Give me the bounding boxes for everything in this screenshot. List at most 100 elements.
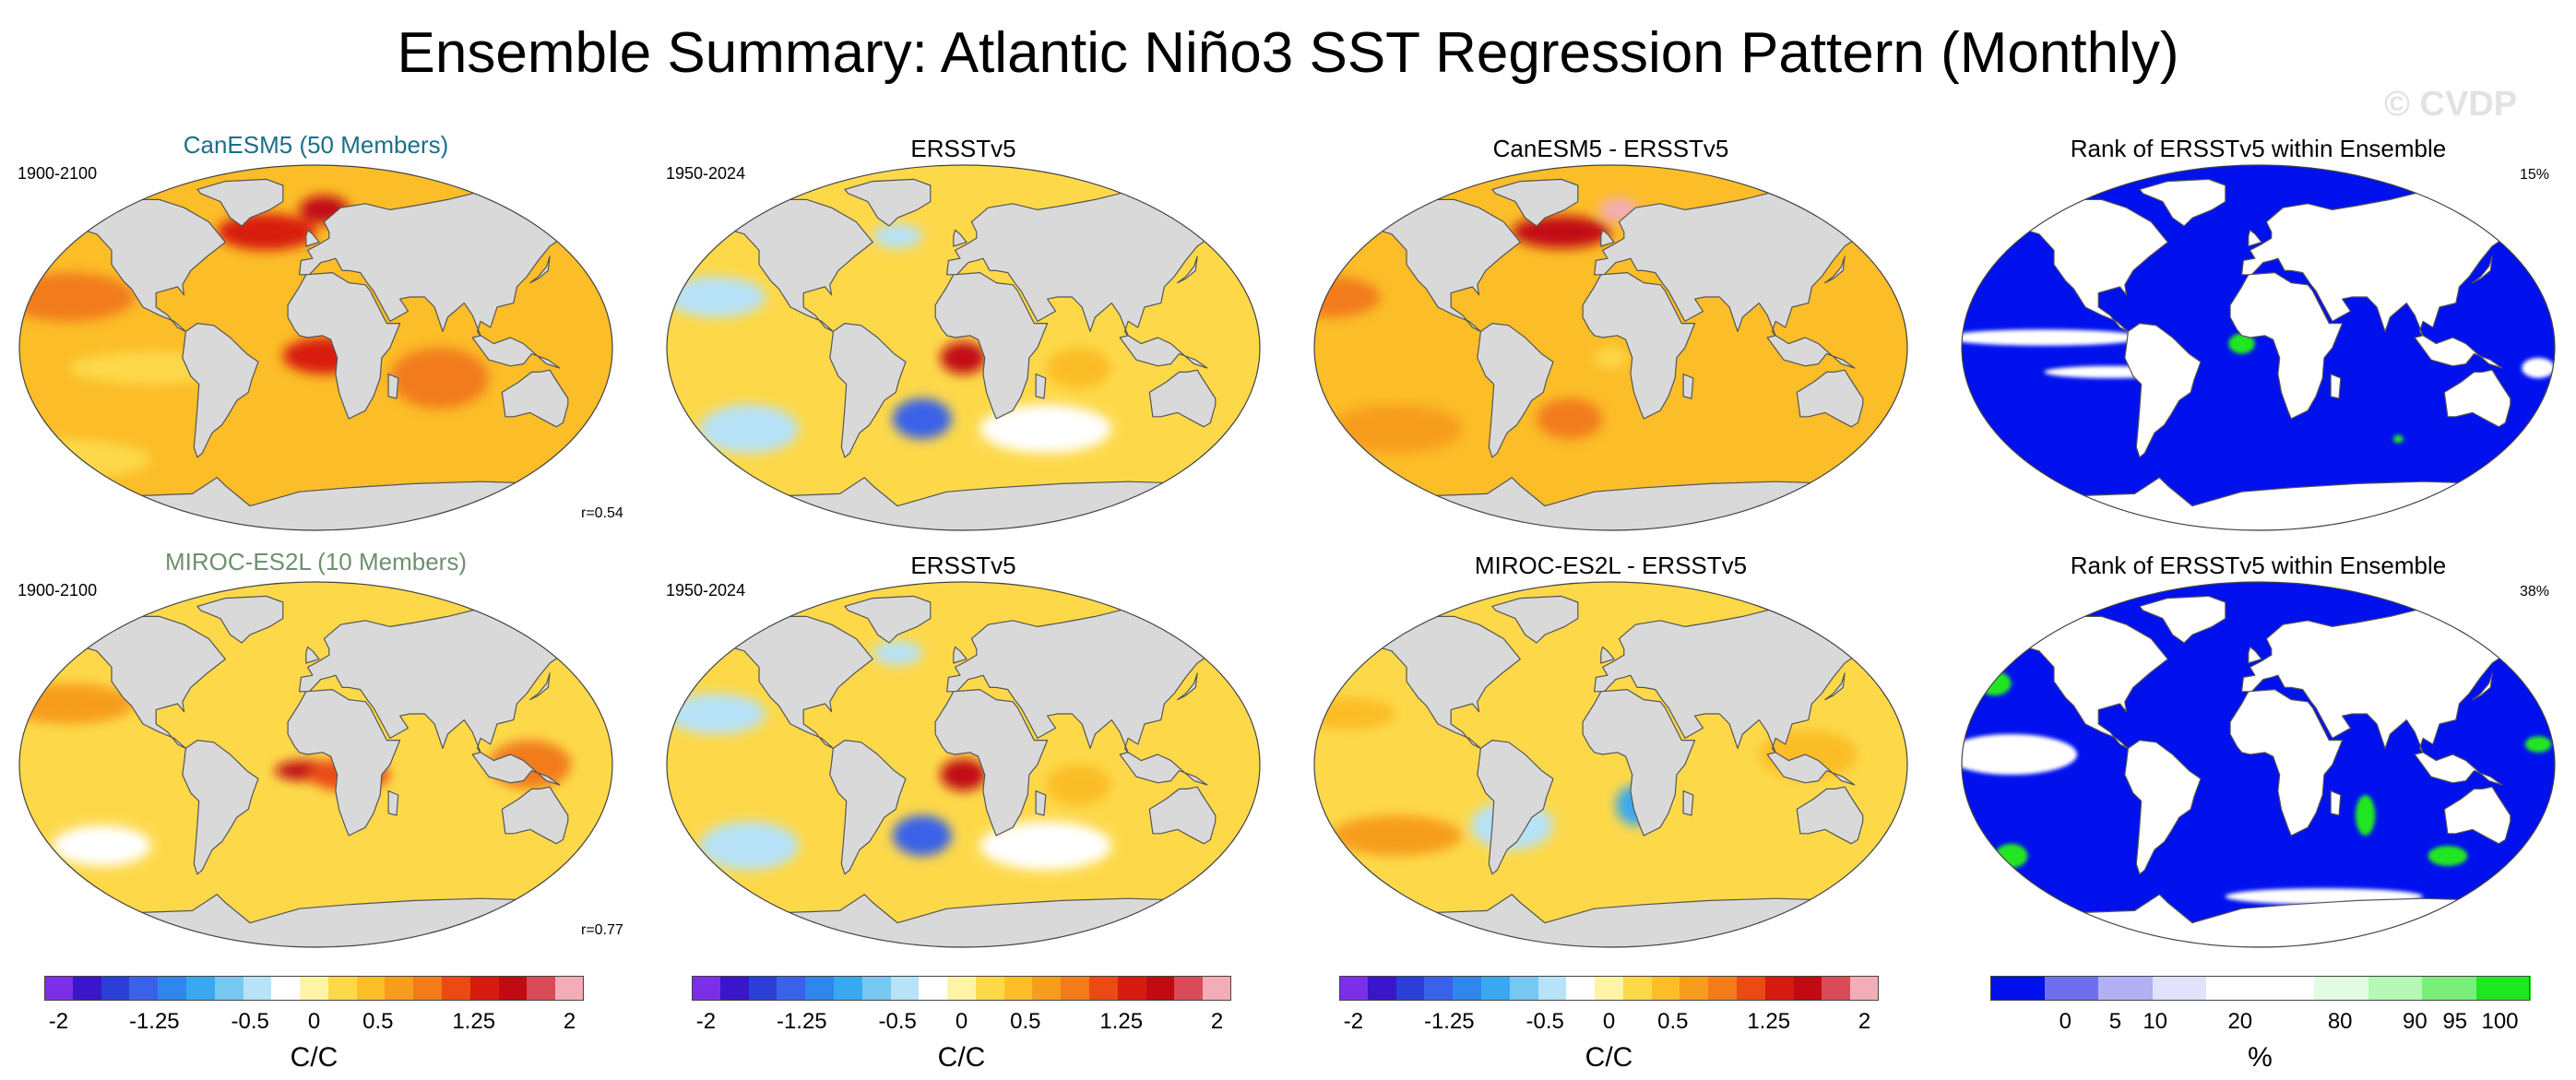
colorbar-swatch bbox=[1622, 976, 1653, 1001]
land-eurasia bbox=[2241, 191, 2555, 347]
anomaly-region bbox=[1537, 398, 1603, 439]
anomaly-region bbox=[699, 821, 799, 871]
colorbar-tick-label: 2 bbox=[1858, 1009, 1871, 1034]
map-outline bbox=[666, 164, 1261, 531]
colorbar-swatch bbox=[158, 976, 187, 1001]
map-panel-canesm5 bbox=[18, 164, 613, 531]
land-new-zealand bbox=[2534, 835, 2552, 859]
land-new-zealand bbox=[1887, 835, 1905, 859]
colorbar-swatch bbox=[498, 976, 528, 1001]
colorbar-swatch bbox=[442, 976, 471, 1001]
land-africa bbox=[287, 689, 401, 837]
land-japan bbox=[529, 255, 551, 284]
land-greenland bbox=[1491, 595, 1579, 644]
land-eurasia bbox=[299, 191, 612, 347]
land-north-america bbox=[1333, 198, 1521, 332]
colorbar-tick-label: 0 bbox=[2059, 1009, 2071, 1034]
colorbar-swatch bbox=[1032, 976, 1062, 1001]
land-eurasia bbox=[2241, 608, 2555, 764]
colorbar-frame bbox=[44, 976, 584, 1001]
colorbar-swatch bbox=[1595, 976, 1624, 1001]
anomaly-region bbox=[1330, 815, 1463, 856]
pattern-corr-row2: r=0.77 bbox=[581, 922, 623, 938]
colorbar-swatch bbox=[1822, 976, 1851, 1001]
colorbar-tick-label: 2 bbox=[1210, 1009, 1224, 1034]
colorbar-swatch bbox=[1146, 976, 1175, 1001]
map-outline bbox=[666, 581, 1261, 948]
colorbar-swatch bbox=[1003, 976, 1033, 1001]
land-south-america bbox=[829, 740, 907, 875]
land-japan bbox=[1177, 255, 1198, 284]
land-south-america bbox=[182, 323, 259, 458]
colorbar-sst-3: -2 -1.25 -0.5 0 0.5 1.25 2 C/C bbox=[1339, 976, 1880, 1077]
map-outline bbox=[1313, 164, 1908, 531]
colorbar-swatch bbox=[1061, 976, 1090, 1001]
colorbar-tick-label: -1.25 bbox=[1423, 1009, 1475, 1034]
land-greenland bbox=[196, 595, 284, 644]
panel-title-diff-row1: CanESM5 - ERSSTv5 bbox=[1492, 135, 1729, 162]
land-indonesia bbox=[1766, 752, 1856, 786]
land-japan bbox=[1824, 672, 1846, 701]
colorbar-swatch bbox=[2044, 976, 2099, 1001]
land-australia bbox=[2443, 369, 2511, 428]
map-field bbox=[667, 582, 1260, 947]
panel-title-diff-row2: MIROC-ES2L - ERSSTv5 bbox=[1474, 552, 1748, 579]
land-greenland bbox=[2139, 595, 2226, 644]
land-south-america bbox=[2124, 323, 2202, 458]
land-japan bbox=[2472, 672, 2493, 701]
land-africa bbox=[1582, 689, 1696, 837]
anomaly-region bbox=[2355, 795, 2376, 836]
colorbar-swatch bbox=[1453, 976, 1482, 1001]
colorbar-swatch bbox=[833, 976, 863, 1001]
land-eurasia bbox=[946, 608, 1260, 764]
colorbar-swatch bbox=[890, 976, 920, 1001]
colorbar-swatch bbox=[1117, 976, 1147, 1001]
land-north-america bbox=[1980, 198, 2168, 332]
colorbar-swatch bbox=[2314, 976, 2368, 1001]
map-panel-miroc-es2l bbox=[18, 581, 613, 948]
land-new-zealand bbox=[1887, 418, 1905, 442]
colorbar-rank: 0 5 10 20 80 90 95 100% bbox=[1990, 976, 2531, 1077]
anomaly-region bbox=[940, 758, 987, 791]
colorbar-swatch bbox=[1424, 976, 1454, 1001]
colorbar-swatch bbox=[2368, 976, 2423, 1001]
land-australia bbox=[2443, 786, 2511, 845]
colorbar-swatch bbox=[101, 976, 130, 1001]
colorbar-swatch bbox=[1680, 976, 1709, 1001]
land-japan bbox=[1824, 255, 1846, 284]
anomaly-region bbox=[892, 815, 952, 856]
colorbar-swatch bbox=[300, 976, 329, 1001]
map-panel-canesm5-minus-ersstv5 bbox=[1313, 164, 1908, 531]
map-field bbox=[1962, 582, 2555, 947]
map-panel-rank-row2 bbox=[1961, 581, 2556, 948]
colorbar-tick-label: -1.25 bbox=[128, 1009, 180, 1034]
land-africa bbox=[287, 272, 401, 420]
map-field bbox=[1962, 165, 2555, 530]
panel-title-model-row2: MIROC-ES2L (10 Members) bbox=[165, 548, 467, 576]
land-greenland bbox=[1491, 178, 1579, 227]
colorbar-swatch bbox=[861, 976, 892, 1001]
land-madagascar bbox=[2330, 374, 2342, 399]
anomaly-region bbox=[667, 277, 766, 317]
map-panel-miroc-es2l-minus-ersstv5 bbox=[1313, 581, 1908, 948]
land-uk bbox=[2248, 229, 2262, 247]
land-north-america bbox=[1980, 615, 2168, 749]
anomaly-region bbox=[979, 821, 1112, 871]
map-outline bbox=[1961, 164, 2556, 531]
colorbar-swatch bbox=[1509, 976, 1539, 1001]
colorbar-swatch bbox=[243, 976, 272, 1001]
colorbar-units: C/C bbox=[1585, 1042, 1633, 1073]
land-australia bbox=[1148, 369, 1217, 428]
colorbar-swatch bbox=[947, 976, 977, 1001]
land-japan bbox=[529, 672, 551, 701]
colorbar-swatch bbox=[327, 976, 358, 1001]
colorbar-swatch bbox=[2206, 976, 2261, 1001]
land-madagascar bbox=[1682, 374, 1694, 399]
land-indonesia bbox=[2414, 335, 2503, 369]
land-south-america bbox=[182, 740, 259, 875]
period-model-row1: 1900-2100 bbox=[18, 164, 98, 183]
land-greenland bbox=[2139, 178, 2226, 227]
land-australia bbox=[1796, 369, 1864, 428]
colorbar-swatch bbox=[271, 976, 301, 1001]
colorbar-swatch bbox=[1850, 976, 1880, 1001]
